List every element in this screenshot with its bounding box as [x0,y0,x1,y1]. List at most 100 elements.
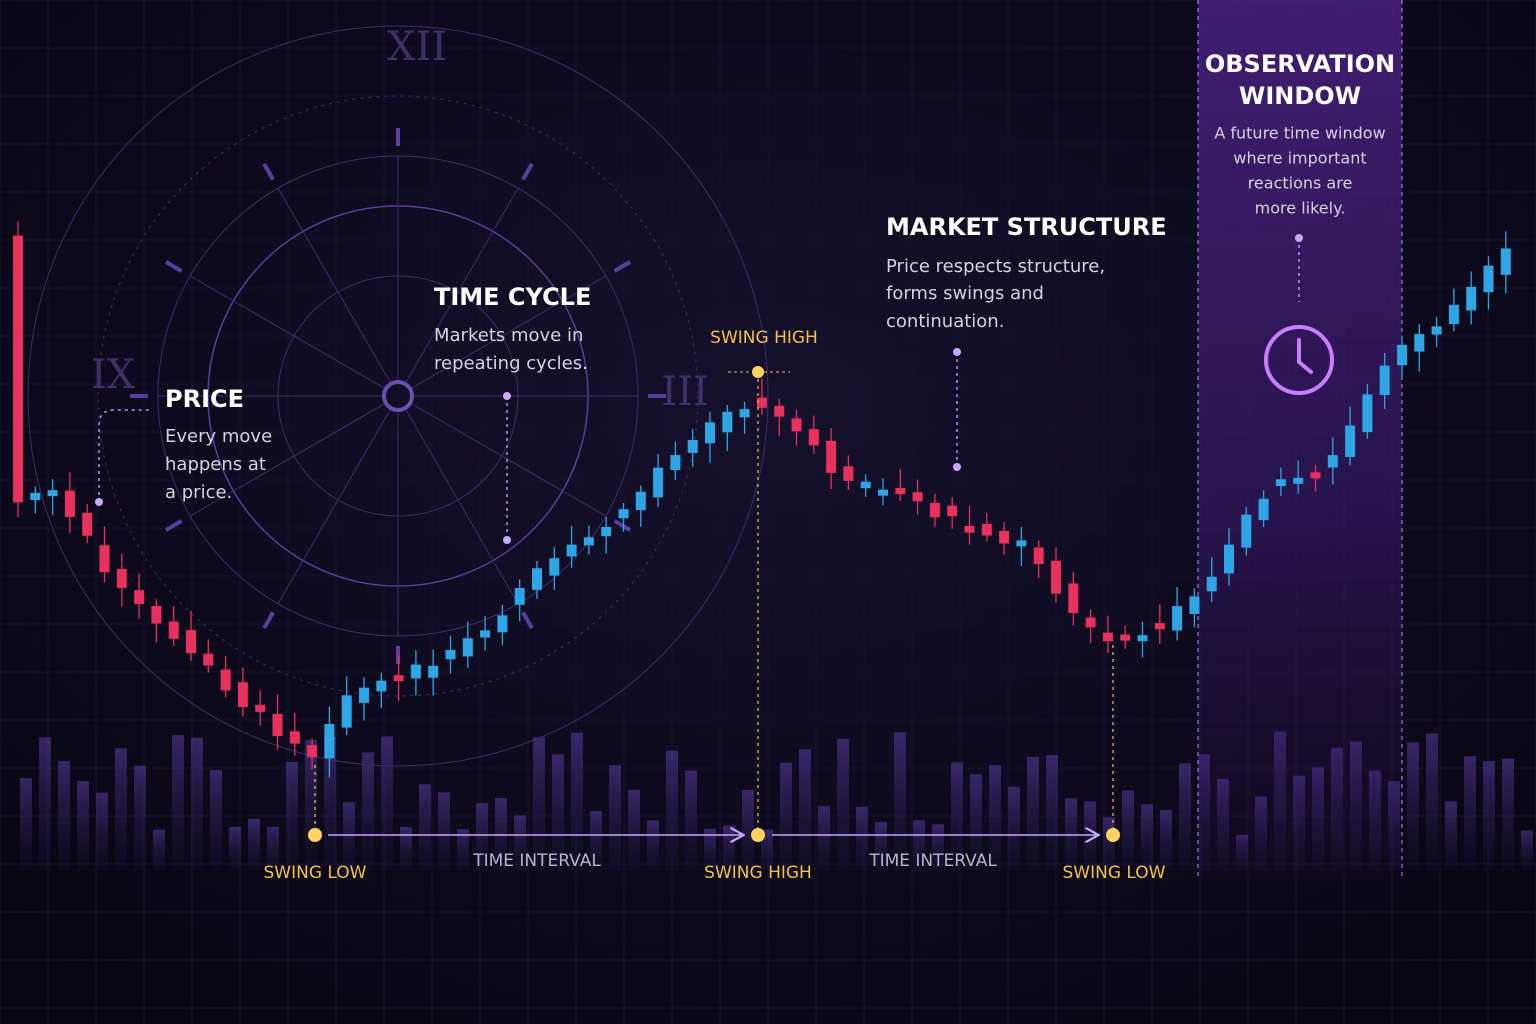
volume-bar [210,769,222,870]
candle-body [82,512,93,536]
candle [1154,604,1165,644]
candle [601,516,612,554]
candle-body [1120,634,1131,641]
candle-body [1310,472,1321,479]
candle [428,649,439,696]
annotation-title: TIME CYCLE [434,283,591,311]
candle-body [203,653,214,666]
candle [203,639,214,673]
annotation-line: happens at [165,454,266,475]
volume-bar [267,826,279,870]
candle-body [1102,632,1113,642]
volume-bar [856,806,868,870]
volume-bar [1008,786,1020,870]
candle-body [687,439,698,453]
volume-bar [96,792,108,870]
candle-body [670,455,681,471]
candle-body [1362,394,1373,433]
volume-bar [1141,804,1153,870]
volume-bar [609,765,621,870]
candle-body [895,488,906,495]
candle [1085,609,1096,644]
candle [1258,490,1269,528]
candle [1414,324,1425,372]
dot [953,348,961,356]
volume-bar [970,774,982,870]
volume-bar [837,738,849,870]
volume-bar [305,739,317,870]
connector-dots [95,234,1303,544]
volume-bar [476,803,488,870]
volume-bar [77,781,89,870]
candle-body [705,422,715,444]
candle [1137,621,1148,658]
candle [618,503,629,532]
clock-icon [1264,325,1334,395]
swing-point [308,828,322,842]
annotation-title: MARKET STRUCTURE [886,213,1167,241]
candle-body [30,492,41,501]
spoke [277,407,392,605]
candle-body [341,695,352,728]
candle-body [237,682,248,707]
candle-body [13,235,23,503]
candle [774,398,785,437]
candle [1051,547,1061,603]
candle-body [1085,617,1096,628]
candle [912,479,923,515]
candle [359,677,369,721]
spoke [189,275,387,390]
candle-body [999,530,1010,544]
candle [237,667,248,717]
candle [341,676,352,736]
candle-body [307,745,318,758]
dial-tick [262,611,275,630]
connector [98,409,150,502]
candle-body [134,590,145,605]
candle [99,526,110,583]
window-title: WINDOW [1239,82,1361,110]
volume-bar [742,789,754,870]
candle-body [99,545,110,573]
candle-body [462,638,473,657]
candle-body [601,526,612,537]
candle-body [359,687,369,703]
candle-body [1483,265,1494,293]
candle-body [774,405,785,417]
volume-bar [818,806,830,870]
candle-body [186,630,196,654]
candle-body [756,397,767,408]
candle-body [929,502,940,518]
candle-body [1293,477,1304,484]
candle [1310,464,1321,492]
candle [739,401,750,434]
swing-point [751,828,765,842]
annotation-title: PRICE [165,385,244,413]
dial-hub [382,380,414,412]
volume-bar [552,754,564,870]
volume-bar [1160,810,1172,870]
candle-body [947,505,958,517]
candle-body [1414,334,1425,352]
candle [878,478,888,506]
annotation-line: forms swings and [886,283,1044,304]
candle [393,655,404,701]
timeline-point-label: SWING LOW [1063,863,1166,883]
dial-tick [521,162,534,181]
candle-body [445,649,456,660]
candle [1362,383,1373,439]
candle [1068,572,1079,626]
window-line: A future time window [1214,124,1385,143]
volume-bar [153,829,165,870]
candle-body [635,491,646,511]
candle-body [878,489,888,496]
candle [1345,406,1356,466]
candle [756,378,767,415]
annotation-line: continuation. [886,311,1004,332]
candle [1483,256,1494,310]
volume-bar [20,778,32,870]
candle-body [1258,498,1269,521]
volume-bar [1122,790,1134,870]
candle-body [1500,248,1511,275]
